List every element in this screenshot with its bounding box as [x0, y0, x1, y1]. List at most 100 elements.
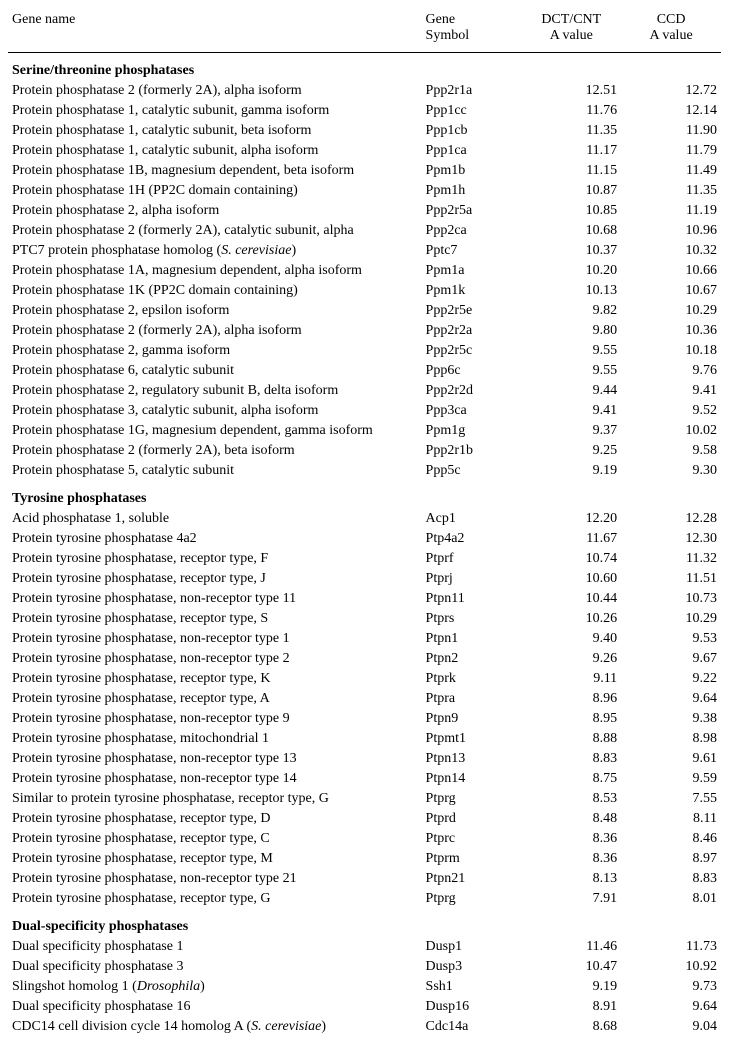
italic-text: Drosophila: [137, 979, 200, 994]
text: Dual specificity phosphatase 1: [12, 939, 183, 954]
text: Protein tyrosine phosphatase, receptor t…: [12, 571, 266, 586]
text: Protein phosphatase 3, catalytic subunit…: [12, 403, 318, 418]
gene-name-cell: Protein tyrosine phosphatase, receptor t…: [8, 809, 422, 829]
dct-value-cell: 11.76: [521, 101, 621, 121]
italic-text: S. cerevisiae: [221, 243, 291, 258]
text: Protein phosphatase 2 (formerly 2A), cat…: [12, 223, 354, 238]
dct-value-cell: 9.41: [521, 401, 621, 421]
gene-symbol-cell: Ppm1k: [422, 281, 522, 301]
dct-value-cell: 9.19: [521, 461, 621, 481]
table-row: Protein phosphatase 1H (PP2C domain cont…: [8, 181, 721, 201]
ccd-value-cell: 9.38: [621, 709, 721, 729]
col-header-gene-symbol: Gene Symbol: [422, 10, 522, 53]
text: Protein tyrosine phosphatase 4a2: [12, 531, 197, 546]
gene-name-cell: Protein phosphatase 2, gamma isoform: [8, 341, 422, 361]
gene-symbol-cell: Ppp5c: [422, 461, 522, 481]
dct-value-cell: 8.36: [521, 829, 621, 849]
text: Protein phosphatase 1A, magnesium depend…: [12, 263, 362, 278]
gene-name-cell: Acid phosphatase 1, soluble: [8, 509, 422, 529]
col-header-ccd: CCD A value: [621, 10, 721, 53]
gene-name-cell: Similar to protein tyrosine phosphatase,…: [8, 789, 422, 809]
dct-value-cell: 10.74: [521, 549, 621, 569]
ccd-value-cell: 11.90: [621, 121, 721, 141]
gene-symbol-cell: Ptprj: [422, 569, 522, 589]
ccd-value-cell: 8.83: [621, 869, 721, 889]
ccd-value-cell: 12.28: [621, 509, 721, 529]
gene-table: Gene name Gene Symbol DCT/CNT A value CC…: [8, 10, 721, 1037]
gene-name-cell: Dual specificity phosphatase 16: [8, 997, 422, 1017]
gene-name-cell: Protein phosphatase 2, regulatory subuni…: [8, 381, 422, 401]
ccd-value-cell: 9.52: [621, 401, 721, 421]
gene-name-cell: Protein phosphatase 2 (formerly 2A), bet…: [8, 441, 422, 461]
text: Protein phosphatase 2 (formerly 2A), bet…: [12, 443, 295, 458]
gene-name-cell: Protein phosphatase 1, catalytic subunit…: [8, 101, 422, 121]
table-row: Protein phosphatase 2, gamma isoformPpp2…: [8, 341, 721, 361]
ccd-value-cell: 10.67: [621, 281, 721, 301]
text: Protein tyrosine phosphatase, receptor t…: [12, 671, 271, 686]
table-row: Protein phosphatase 5, catalytic subunit…: [8, 461, 721, 481]
table-row: Protein tyrosine phosphatase, receptor t…: [8, 569, 721, 589]
dct-value-cell: 11.15: [521, 161, 621, 181]
text: PTC7 protein phosphatase homolog (: [12, 243, 221, 258]
table-row: Dual specificity phosphatase 1Dusp111.46…: [8, 937, 721, 957]
gene-symbol-cell: Ptprg: [422, 789, 522, 809]
table-row: Similar to protein tyrosine phosphatase,…: [8, 789, 721, 809]
gene-name-cell: Protein phosphatase 2 (formerly 2A), cat…: [8, 221, 422, 241]
table-row: Protein tyrosine phosphatase, receptor t…: [8, 669, 721, 689]
table-row: Protein phosphatase 1G, magnesium depend…: [8, 421, 721, 441]
text: ): [291, 243, 296, 258]
col-header-gene-symbol-l1: Gene: [426, 12, 518, 28]
table-row: Protein phosphatase 2, regulatory subuni…: [8, 381, 721, 401]
table-row: Protein phosphatase 6, catalytic subunit…: [8, 361, 721, 381]
section-title: Tyrosine phosphatases: [8, 481, 721, 509]
gene-symbol-cell: Ppp2ca: [422, 221, 522, 241]
text: Acid phosphatase 1, soluble: [12, 511, 169, 526]
col-header-dct-l1: DCT/CNT: [525, 12, 617, 28]
text: Protein tyrosine phosphatase, non-recept…: [12, 871, 297, 886]
text: Slingshot homolog 1 (: [12, 979, 137, 994]
ccd-value-cell: 10.36: [621, 321, 721, 341]
dct-value-cell: 9.25: [521, 441, 621, 461]
gene-name-cell: Protein phosphatase 6, catalytic subunit: [8, 361, 422, 381]
dct-value-cell: 8.68: [521, 1017, 621, 1037]
text: Dual specificity phosphatase 16: [12, 999, 190, 1014]
text: Protein tyrosine phosphatase, non-recept…: [12, 631, 290, 646]
section-title: Serine/threonine phosphatases: [8, 53, 721, 82]
ccd-value-cell: 9.22: [621, 669, 721, 689]
table-row: Protein tyrosine phosphatase, mitochondr…: [8, 729, 721, 749]
ccd-value-cell: 12.14: [621, 101, 721, 121]
text: Protein tyrosine phosphatase, receptor t…: [12, 611, 268, 626]
table-row: Protein phosphatase 2 (formerly 2A), cat…: [8, 221, 721, 241]
dct-value-cell: 10.44: [521, 589, 621, 609]
table-row: Protein tyrosine phosphatase, receptor t…: [8, 829, 721, 849]
gene-symbol-cell: Ppm1a: [422, 261, 522, 281]
text: Protein phosphatase 2, alpha isoform: [12, 203, 219, 218]
ccd-value-cell: 10.66: [621, 261, 721, 281]
gene-symbol-cell: Ptprg: [422, 889, 522, 909]
ccd-value-cell: 10.29: [621, 301, 721, 321]
ccd-value-cell: 7.55: [621, 789, 721, 809]
col-header-ccd-l1: CCD: [625, 12, 717, 28]
ccd-value-cell: 9.61: [621, 749, 721, 769]
gene-name-cell: Protein phosphatase 2, epsilon isoform: [8, 301, 422, 321]
ccd-value-cell: 8.97: [621, 849, 721, 869]
col-header-dct-l2: A value: [525, 28, 617, 44]
text: Protein tyrosine phosphatase, non-recept…: [12, 651, 290, 666]
table-row: Protein tyrosine phosphatase, non-recept…: [8, 589, 721, 609]
ccd-value-cell: 11.51: [621, 569, 721, 589]
dct-value-cell: 8.88: [521, 729, 621, 749]
dct-value-cell: 8.95: [521, 709, 621, 729]
gene-symbol-cell: Ppp2r2a: [422, 321, 522, 341]
table-row: Protein phosphatase 2 (formerly 2A), alp…: [8, 321, 721, 341]
ccd-value-cell: 9.04: [621, 1017, 721, 1037]
dct-value-cell: 10.85: [521, 201, 621, 221]
ccd-value-cell: 8.46: [621, 829, 721, 849]
table-row: Slingshot homolog 1 (Drosophila)Ssh19.19…: [8, 977, 721, 997]
gene-name-cell: Protein phosphatase 1K (PP2C domain cont…: [8, 281, 422, 301]
dct-value-cell: 11.35: [521, 121, 621, 141]
text: Protein phosphatase 1K (PP2C domain cont…: [12, 283, 298, 298]
table-row: Dual specificity phosphatase 16Dusp168.9…: [8, 997, 721, 1017]
ccd-value-cell: 9.41: [621, 381, 721, 401]
dct-value-cell: 9.55: [521, 341, 621, 361]
gene-name-cell: Protein phosphatase 1G, magnesium depend…: [8, 421, 422, 441]
